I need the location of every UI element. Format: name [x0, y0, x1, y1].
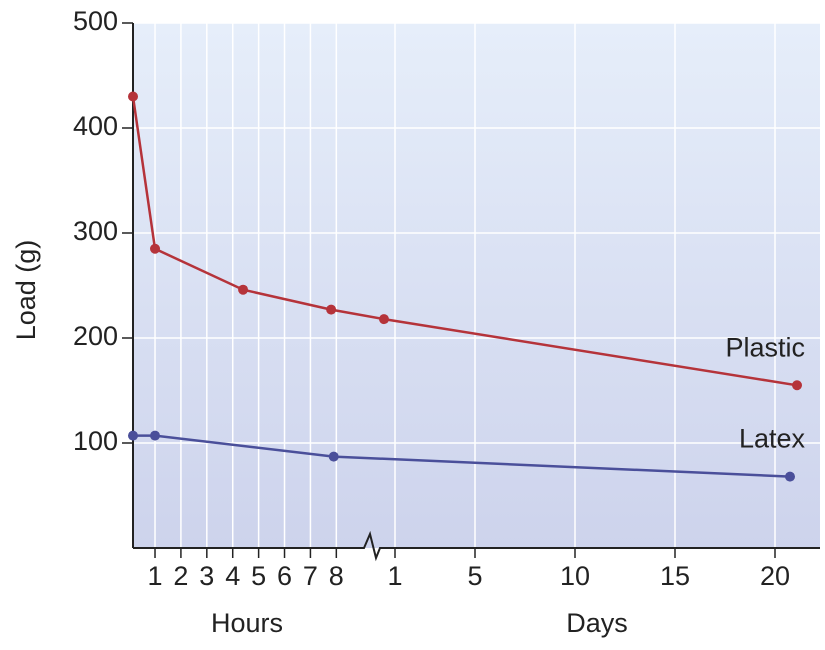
x-axis [133, 530, 820, 562]
x-tick-label: 5 [251, 561, 266, 591]
data-point [379, 314, 389, 325]
data-point [128, 91, 138, 102]
x-tick-label: 4 [225, 561, 240, 591]
y-tick-label: 200 [73, 321, 118, 351]
y-tick-label: 100 [73, 426, 118, 456]
x-tick-label: 2 [173, 561, 188, 591]
y-tick-label: 500 [73, 6, 118, 36]
y-tick-label: 300 [73, 216, 118, 246]
x-axis-label: Days [566, 608, 628, 638]
x-tick-label: 15 [660, 561, 690, 591]
x-tick-label: 1 [148, 561, 163, 591]
y-tick-label: 400 [73, 111, 118, 141]
x-tick-label: 6 [277, 561, 292, 591]
series-label: Plastic [725, 332, 805, 362]
data-point [128, 430, 138, 441]
data-point [785, 471, 795, 482]
x-tick-label: 10 [560, 561, 590, 591]
x-tick-label: 1 [387, 561, 402, 591]
data-point [150, 243, 161, 254]
series-line [131, 96, 332, 311]
data-point [150, 430, 161, 441]
x-tick-label: 3 [199, 561, 214, 591]
x-tick-label: 7 [303, 561, 318, 591]
x-tick-label: 20 [760, 561, 790, 591]
x-tick-label: 5 [467, 561, 482, 591]
series-line [333, 455, 791, 478]
series-label: Latex [739, 424, 806, 454]
x-tick-label: 8 [329, 561, 344, 591]
data-point [792, 380, 802, 391]
y-axis-label: Load (g) [11, 240, 41, 341]
plot-background [133, 23, 820, 548]
x-axis-label: Hours [211, 608, 283, 638]
data-point [238, 284, 249, 295]
